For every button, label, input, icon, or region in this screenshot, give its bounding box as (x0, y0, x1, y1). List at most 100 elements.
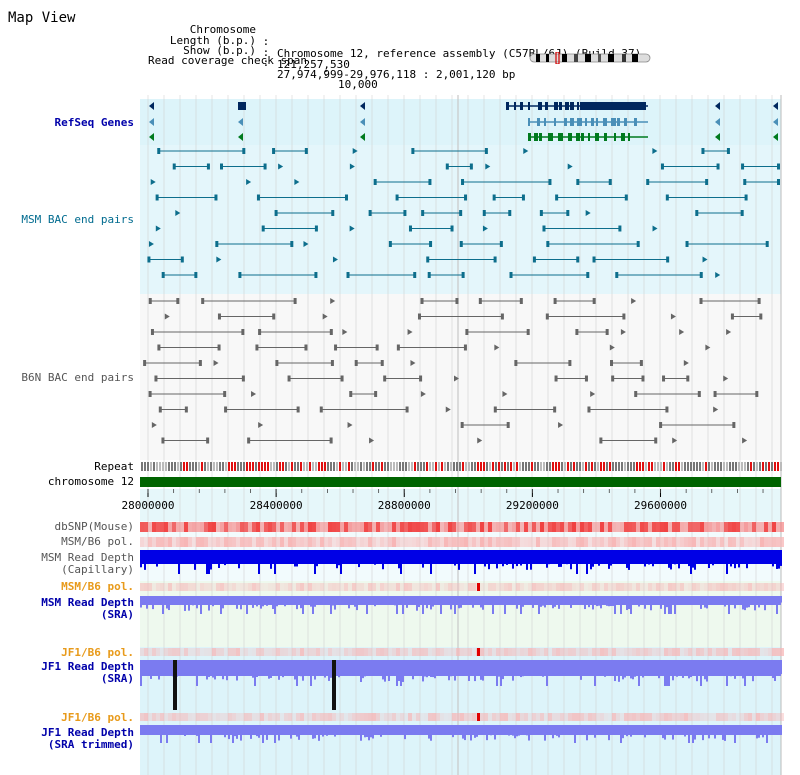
polymorphism-cell (584, 583, 588, 591)
polymorphism-cell (648, 537, 652, 547)
track-label-msm-b6-pol-2[interactable]: MSM/B6 pol. (61, 580, 134, 593)
polymorphism-cell (316, 537, 320, 547)
repeat-element (207, 462, 209, 471)
track-label-msm-bac[interactable]: MSM BAC end pairs (21, 213, 134, 226)
repeat-element (681, 462, 683, 471)
polymorphism-cell (368, 583, 372, 591)
jf1-trim-depth-bar (304, 725, 306, 733)
jf1-trim-depth-bar (698, 725, 700, 734)
jf1-trim-depth-bar (204, 725, 206, 735)
msm-sra-depth-bar (532, 596, 534, 608)
polymorphism-cell (388, 583, 392, 591)
polymorphism-cell (504, 648, 508, 656)
repeat-element (747, 462, 749, 471)
jf1-trim-depth-bar (618, 725, 620, 735)
msm-sra-depth-bar (518, 596, 520, 605)
repeat-element (570, 462, 572, 471)
repeat-element (552, 462, 554, 471)
jf1-sra-depth-bar (654, 660, 656, 675)
msm-bac-pair-end (445, 163, 449, 170)
msm-cap-depth-bar (188, 550, 190, 564)
msm-cap-depth-bar (270, 550, 272, 569)
jf1-trim-depth-bar (436, 725, 438, 734)
msm-sra-depth-bar (178, 596, 180, 604)
msm-cap-depth-bar (374, 550, 376, 565)
msm-cap-depth-bar (306, 550, 308, 562)
msm-bac-pair-end (464, 194, 468, 201)
msm-cap-depth-bar (744, 550, 746, 564)
b6n-bac-pair-end (296, 406, 300, 413)
msm-sra-depth-bar (282, 596, 284, 603)
track-label-chromosome[interactable]: chromosome 12 (47, 475, 134, 488)
jf1-trim-depth-bar (250, 725, 252, 739)
msm-sra-depth-bar (706, 596, 708, 609)
jf1-trim-depth-bar (414, 725, 416, 733)
polymorphism-cell (560, 713, 564, 721)
jf1-trim-depth-bar (148, 725, 150, 735)
jf1-trim-depth-bar (534, 725, 536, 733)
polymorphism-cell (364, 713, 368, 721)
track-label-msm-depth-cap[interactable]: MSM Read Depth (Capillary) (41, 551, 134, 576)
msm-sra-depth-bar (262, 596, 264, 607)
polymorphism-cell (348, 537, 352, 547)
track-label-msm-depth-sra[interactable]: MSM Read Depth (SRA) (41, 596, 134, 621)
jf1-sra-depth-bar (404, 660, 406, 675)
track-label-b6n-bac[interactable]: B6N BAC end pairs (21, 371, 134, 384)
track-label-jf1-b6-pol-1[interactable]: JF1/B6 pol. (61, 646, 134, 659)
track-label-repeat[interactable]: Repeat (94, 460, 134, 473)
track-label-msm-b6-pol-1[interactable]: MSM/B6 pol. (61, 535, 134, 548)
polymorphism-cell (292, 713, 296, 721)
msm-sra-depth-bar (724, 596, 726, 607)
track-label-jf1-depth-trim[interactable]: JF1 Read Depth (SRA trimmed) (41, 726, 134, 751)
msm-cap-depth-bar (500, 550, 502, 564)
jf1-sra-depth-bar (226, 660, 228, 681)
jf1-trim-depth-bar (184, 725, 186, 736)
track-label-refseq[interactable]: RefSeq Genes (54, 116, 134, 129)
polymorphism-cell (412, 648, 416, 656)
polymorphism-cell (700, 537, 704, 547)
msm-cap-depth-bar (314, 550, 316, 574)
polymorphism-cell (584, 713, 588, 721)
track-label-dbsnp[interactable]: dbSNP(Mouse) (54, 520, 134, 533)
msm-sra-depth-bar (594, 596, 596, 605)
snp-density-cell (232, 522, 236, 532)
msm-cap-depth-bar (178, 550, 180, 574)
jf1-trim-depth-bar (362, 725, 364, 735)
polymorphism-cell (540, 713, 544, 721)
b6n-bac-pair-end (500, 313, 504, 320)
polymorphism-cell (180, 713, 184, 721)
gene-exon (238, 102, 246, 110)
jf1-trim-depth-bar (756, 725, 758, 739)
msm-sra-depth-bar (710, 596, 712, 604)
repeat-element (684, 462, 686, 471)
jf1-trim-depth-bar (602, 725, 604, 735)
snp-density-cell (276, 522, 280, 532)
jf1-trim-depth-bar (324, 725, 326, 734)
b6n-bac-pair-end (455, 298, 459, 304)
msm-cap-depth-bar (706, 550, 708, 562)
msm-sra-depth-bar (576, 596, 578, 603)
chromosome-ideogram[interactable] (528, 52, 652, 64)
track-label-jf1-depth-sra[interactable]: JF1 Read Depth (SRA) (41, 660, 134, 685)
b6n-bac-pair-end (217, 344, 221, 351)
msm-sra-depth-bar (330, 596, 332, 614)
polymorphism-cell (544, 713, 548, 721)
jf1-trim-depth-bar (360, 725, 362, 741)
gene-exon (576, 133, 580, 141)
track-label-jf1-b6-pol-2[interactable]: JF1/B6 pol. (61, 711, 134, 724)
msm-bac-pair-end (741, 163, 745, 170)
polymorphism-cell (496, 713, 500, 721)
repeat-element (426, 462, 428, 471)
polymorphism-cell (144, 648, 148, 656)
msm-cap-depth-bar (486, 550, 488, 562)
repeat-element (369, 462, 371, 471)
polymorphism-cell (732, 713, 736, 721)
polymorphism-cell (652, 713, 656, 721)
polymorphism-cell (444, 583, 448, 591)
msm-sra-depth-bar (628, 596, 630, 610)
msm-sra-depth-bar (268, 596, 270, 605)
repeat-element (741, 462, 743, 471)
msm-cap-depth-bar (570, 550, 572, 570)
jf1-sra-depth-bar (392, 660, 394, 674)
